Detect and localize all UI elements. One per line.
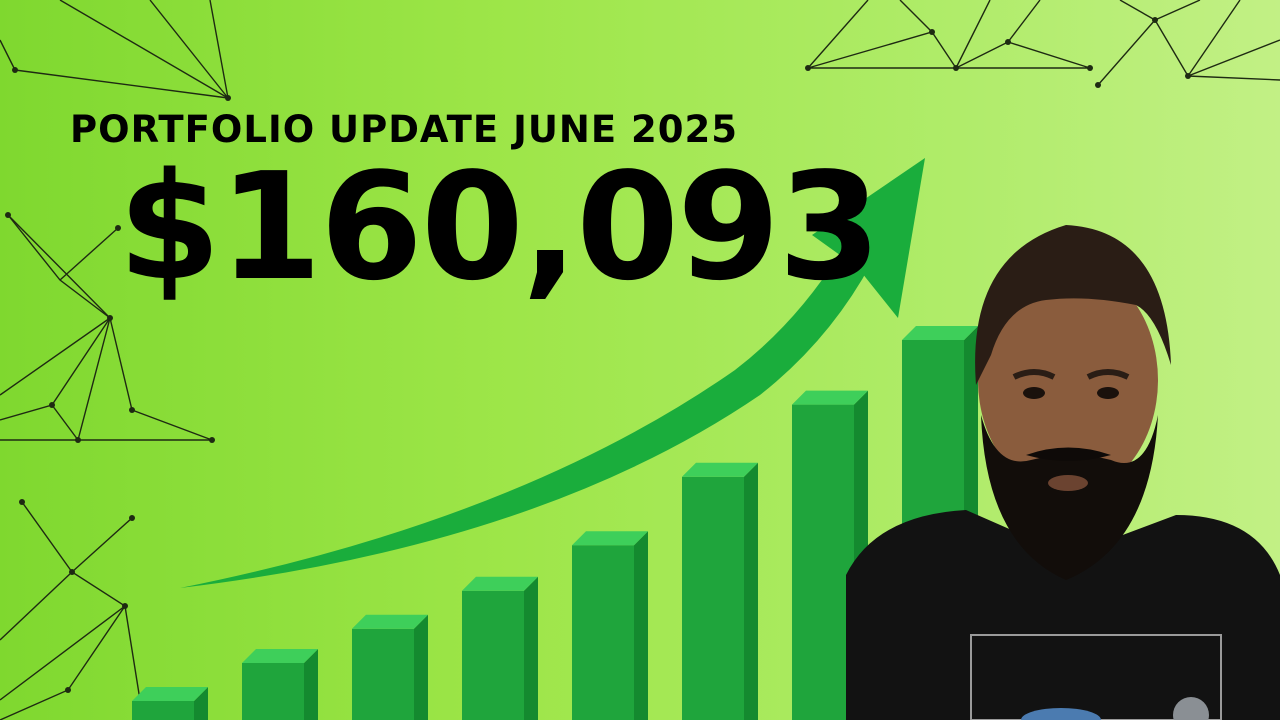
bar-3	[352, 614, 428, 720]
bar-1	[132, 687, 208, 720]
bar-2	[242, 649, 318, 720]
bar-6	[682, 462, 758, 720]
upward-trend-arrow-icon	[180, 158, 925, 588]
bar-5	[572, 531, 648, 720]
bar-4	[462, 576, 538, 720]
presenter-photo	[846, 225, 1280, 720]
portfolio-amount: $160,093	[118, 141, 881, 313]
headline: PORTFOLIO UPDATE JUNE 2025	[70, 108, 738, 151]
